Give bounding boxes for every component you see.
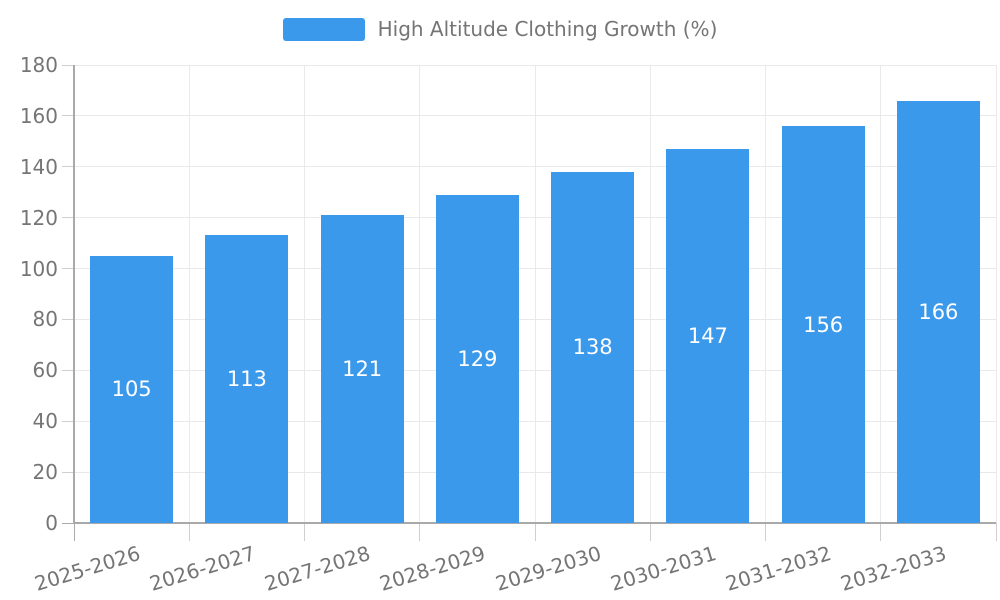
y-tick xyxy=(62,268,74,270)
bar[interactable]: 138 xyxy=(551,171,635,523)
legend-swatch xyxy=(282,18,365,41)
v-gridline xyxy=(995,65,997,523)
y-axis-label: 20 xyxy=(32,460,58,485)
y-tick xyxy=(62,471,74,473)
y-tick xyxy=(62,318,74,320)
bar[interactable]: 156 xyxy=(781,126,865,523)
bar-value-label: 129 xyxy=(457,346,498,371)
v-gridline xyxy=(419,65,421,523)
y-tick xyxy=(62,115,74,117)
bar[interactable]: 121 xyxy=(320,215,404,523)
v-gridline xyxy=(649,65,651,523)
y-axis-label: 80 xyxy=(32,307,58,332)
bar[interactable]: 129 xyxy=(435,194,519,523)
v-gridline xyxy=(304,65,305,523)
bar-value-label: 166 xyxy=(918,299,959,324)
x-tick xyxy=(534,523,536,541)
y-tick xyxy=(62,217,74,219)
x-tick xyxy=(995,523,997,541)
y-axis-label: 140 xyxy=(19,154,58,179)
y-axis-label: 160 xyxy=(19,103,58,128)
v-gridline xyxy=(880,65,882,523)
x-tick xyxy=(188,523,190,541)
y-tick xyxy=(62,64,74,66)
bar-value-label: 147 xyxy=(687,323,728,348)
y-tick xyxy=(62,166,74,168)
bar-value-label: 138 xyxy=(572,335,613,360)
v-gridline xyxy=(188,65,190,523)
x-tick xyxy=(880,523,882,541)
x-tick xyxy=(419,523,421,541)
x-axis-line xyxy=(74,522,996,524)
v-gridline xyxy=(534,65,536,523)
y-axis-label: 180 xyxy=(19,53,58,77)
x-tick xyxy=(649,523,651,541)
bar-value-label: 121 xyxy=(342,357,383,382)
legend[interactable]: High Altitude Clothing Growth (%) xyxy=(0,18,1000,41)
y-axis-label: 60 xyxy=(32,358,58,383)
x-tick xyxy=(304,523,305,541)
x-tick xyxy=(73,523,75,541)
bar[interactable]: 147 xyxy=(666,148,750,523)
y-tick xyxy=(62,420,74,422)
y-axis-label: 0 xyxy=(45,511,58,535)
bar[interactable]: 113 xyxy=(205,235,289,523)
bar-value-label: 113 xyxy=(226,367,267,392)
bar[interactable]: 105 xyxy=(90,255,174,523)
bar-value-label: 105 xyxy=(111,377,152,402)
v-gridline xyxy=(765,65,766,523)
y-axis-label: 120 xyxy=(19,205,58,230)
bar[interactable]: 166 xyxy=(896,100,980,523)
y-axis-label: 100 xyxy=(19,256,58,281)
y-tick xyxy=(62,522,74,524)
x-tick xyxy=(765,523,766,541)
y-tick xyxy=(62,369,74,371)
bar-value-label: 156 xyxy=(803,312,844,337)
y-axis-line xyxy=(73,65,75,523)
y-axis-label: 40 xyxy=(32,409,58,434)
legend-label: High Altitude Clothing Growth (%) xyxy=(377,17,718,41)
